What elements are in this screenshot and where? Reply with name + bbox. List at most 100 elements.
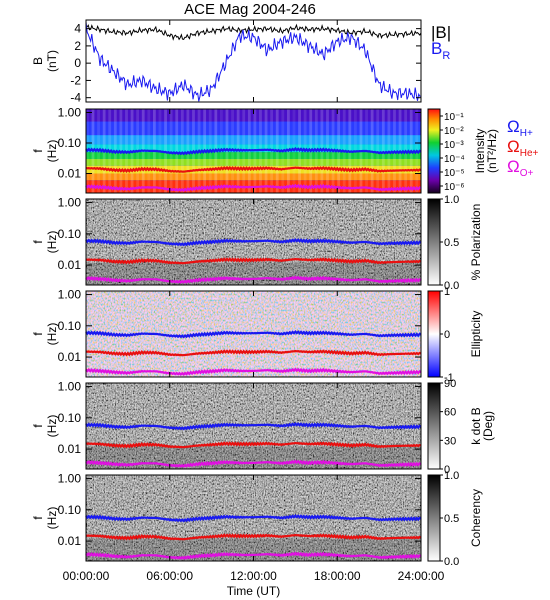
colorbar-gradient <box>427 198 441 286</box>
colorbar-tick-label: 0.0 <box>444 280 459 292</box>
colorbar-label: % Polarization <box>469 204 483 281</box>
plot-frame <box>85 19 422 103</box>
y-tick-label: 0 <box>74 56 81 70</box>
colorbar-tick-label: 0.5 <box>444 237 459 249</box>
y-tick-label: 0.01 <box>58 167 82 181</box>
x-tick-label: 00:00:00 <box>63 569 110 583</box>
y-axis-unit: (Hz) <box>45 231 59 254</box>
colorbar-gradient <box>427 108 441 194</box>
gyrofrequency-line-heplus <box>85 349 422 357</box>
spectral-band <box>86 173 421 181</box>
spectral-streak <box>180 109 184 193</box>
spectral-streak <box>169 109 173 193</box>
x-tick-label: 18:00:00 <box>314 569 361 583</box>
y-axis-label: f <box>31 424 45 428</box>
spectral-streak <box>376 109 380 193</box>
gyrofrequency-line-heplus <box>85 165 422 173</box>
y-tick-label: 0.10 <box>58 227 82 241</box>
plot-area <box>86 20 421 102</box>
panel-k-dot-b: 1.00 0.10 0.01 90 60 30 0 k dot B(Deg) f (Hz) <box>31 378 495 476</box>
y-tick-label: 0.01 <box>58 258 82 272</box>
gyrofrequency-line-heplus <box>85 441 422 449</box>
gyrofrequency-line-oplus <box>85 367 422 377</box>
x-axis-label: Time (UT) <box>227 584 281 598</box>
x-axis: 00:00:00 06:00:00 12:00:00 18:00:00 24:00:00… <box>63 569 445 598</box>
gyrofrequency-line-oplus <box>85 459 422 469</box>
colorbar-tick-label: 30 <box>444 435 456 447</box>
colorbar-k-dot-b: 90 60 30 0 k dot B(Deg) <box>427 378 495 476</box>
gyrofrequency-line-hplus <box>85 329 422 339</box>
spectral-streak <box>119 109 123 193</box>
legend-omega-heplus: ΩHe+ <box>507 137 539 159</box>
colorbar-gradient <box>427 382 441 470</box>
gyrofrequency-line-oplus <box>85 275 422 285</box>
colorbar-tick-label: 10⁻² <box>444 126 464 137</box>
plot-frame <box>85 382 422 470</box>
y-tick-label: -4 <box>70 91 81 105</box>
colorbar-tick-label: 10⁻⁶ <box>444 182 465 193</box>
colorbar-tick-label: 10⁻¹ <box>444 112 464 123</box>
colorbar-tick-label: 90 <box>444 378 456 390</box>
colorbar-label: Coherency <box>469 489 483 547</box>
gyrofrequency-line-hplus <box>85 421 422 431</box>
colorbar-tick-label: 10⁻³ <box>444 140 464 151</box>
x-tick-label: 24:00:00 <box>398 569 445 583</box>
legend-b-magnitude: |B| <box>431 23 451 42</box>
y-tick-label: 1.00 <box>58 380 82 394</box>
colorbar-unit: (Deg) <box>481 411 495 441</box>
panel-polarization: 1.00 0.10 0.01 1.0 0.5 0.0 % Polarization f (Hz) <box>31 194 483 292</box>
y-axis-unit: (Hz) <box>45 323 59 346</box>
y-axis-label: f <box>31 240 45 244</box>
y-tick-label: -2 <box>70 73 81 87</box>
gyrofrequency-line-hplus <box>85 237 422 247</box>
colorbar-gradient <box>427 474 441 562</box>
colorbar-gradient <box>427 290 441 378</box>
colorbar-tick-label: 1.0 <box>444 470 459 482</box>
y-tick-label: 1.00 <box>58 105 82 119</box>
colorbar-tick-label: 0 <box>444 329 450 341</box>
panel-coherency: 1.00 0.10 0.01 1.0 0.5 0.0 Coherency f (Hz) <box>31 470 483 568</box>
colorbar-tick-label: 1.0 <box>444 194 459 206</box>
colorbar-tick-label: 10⁻⁵ <box>444 168 465 179</box>
plot-frame <box>85 108 422 194</box>
colorbar-label: Intensity <box>473 129 487 174</box>
colorbar-ellipticity: 1 0 -1 Ellipticity <box>427 286 483 384</box>
colorbar-label: Ellipticity <box>469 311 483 358</box>
series-line-b-radial <box>85 22 422 102</box>
colorbar-tick-label: 10⁻⁴ <box>444 154 465 165</box>
legend-b-radial: BR <box>431 39 450 62</box>
colorbar-polarization: 1.0 0.5 0.0 % Polarization <box>427 194 483 292</box>
y-axis-label: f <box>31 149 45 153</box>
spectral-band <box>86 121 421 136</box>
panel-ellipticity: 1.00 0.10 0.01 1 0 -1 Ellipticity f (Hz) <box>31 286 483 384</box>
colorbar-tick-label: 0.0 <box>444 556 459 568</box>
plot-frame <box>85 474 422 562</box>
gyrofrequency-line-heplus <box>85 533 422 541</box>
panel-magnetic-field: 4 2 0 -2 -4 |B|BR B (nT) <box>31 19 451 105</box>
gyrofrequency-legend: ΩH+ΩHe+ΩO+ <box>507 117 539 179</box>
y-tick-label: 4 <box>74 22 81 36</box>
y-tick-label: 1.00 <box>58 196 82 210</box>
colorbar-label: k dot B <box>469 407 483 444</box>
plot-frame <box>85 198 422 286</box>
colorbar-tick-label: 0 <box>444 464 450 476</box>
y-tick-label: 0.01 <box>58 350 82 364</box>
y-tick-label: 0.10 <box>58 503 82 517</box>
y-axis-unit: (Hz) <box>45 507 59 530</box>
y-axis-label: f <box>31 516 45 520</box>
spectral-band <box>86 144 421 153</box>
y-tick-label: 1.00 <box>58 288 82 302</box>
colorbar-unit: (nT²/Hz) <box>485 129 499 173</box>
y-tick-label: 2 <box>74 39 81 53</box>
y-tick-label: 0.10 <box>58 319 82 333</box>
y-axis-label: f <box>31 332 45 336</box>
colorbar-tick-label: 60 <box>444 407 456 419</box>
y-axis-unit: (Hz) <box>45 415 59 438</box>
y-tick-label: 0.01 <box>58 442 82 456</box>
gyrofrequency-line-hplus <box>85 513 422 523</box>
legend-omega-hplus: ΩH+ <box>507 117 533 139</box>
y-tick-label: 0.10 <box>58 136 82 150</box>
spectral-band <box>86 158 421 166</box>
spectral-band <box>86 135 421 145</box>
series-line-b-magnitude <box>85 23 422 41</box>
